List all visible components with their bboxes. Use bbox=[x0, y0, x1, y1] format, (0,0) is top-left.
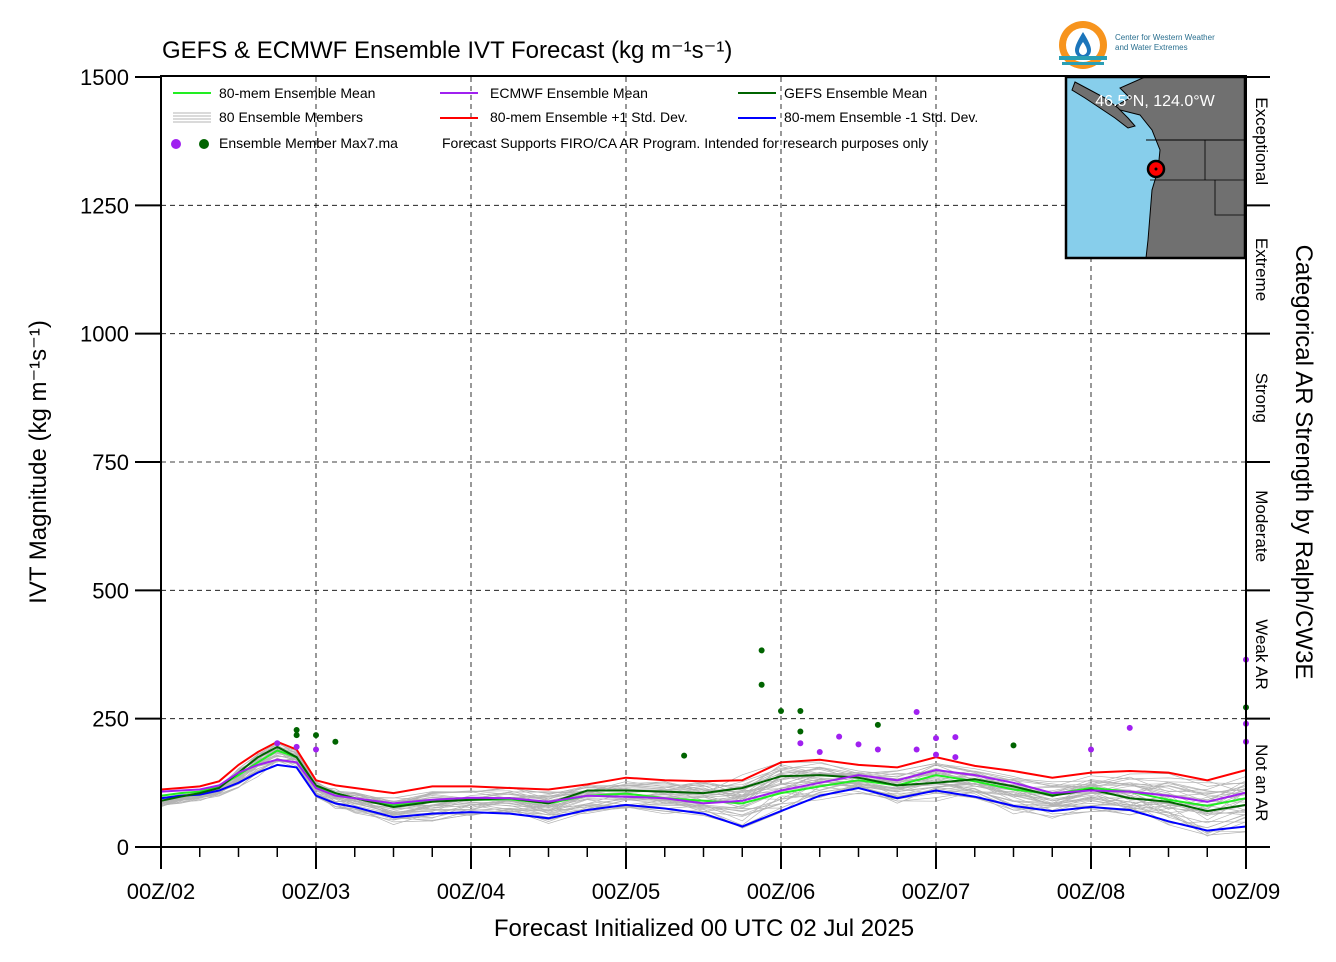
gefs-max7-point bbox=[778, 707, 784, 714]
legend-minus-std: 80-mem Ensemble -1 Std. Dev. bbox=[784, 109, 978, 125]
inset-land bbox=[1110, 76, 1246, 259]
gefs-max7-point bbox=[797, 728, 804, 735]
y-axis-label: IVT Magnitude (kg m⁻¹s⁻¹) bbox=[25, 320, 52, 604]
y-tick-label: 750 bbox=[92, 450, 129, 475]
legend-dot-gefs bbox=[199, 139, 209, 149]
legend-swatch-members bbox=[173, 112, 211, 123]
category-label: Moderate bbox=[1252, 490, 1271, 562]
ensemble-member-line bbox=[160, 760, 1247, 822]
y-tick-label: 1500 bbox=[80, 65, 129, 90]
y-tick-label: 1000 bbox=[80, 322, 129, 347]
x-tick-label: 00Z/09 bbox=[1212, 879, 1281, 904]
x-tick-label: 00Z/05 bbox=[592, 879, 661, 904]
ecmwf-max7-point bbox=[933, 735, 939, 742]
ensemble-member-line bbox=[160, 751, 1247, 821]
right-axis-label: Categorical AR Strength by Ralph/CW3E bbox=[1290, 245, 1317, 680]
legend-gefs-mean: GEFS Ensemble Mean bbox=[784, 85, 927, 101]
ensemble-member-line bbox=[160, 756, 1247, 817]
y-tick-label: 500 bbox=[92, 578, 129, 603]
legend: 80-mem Ensemble Mean 80 Ensemble Members… bbox=[171, 85, 978, 151]
ecmwf-max7-point bbox=[816, 749, 823, 756]
ensemble-member-line bbox=[160, 746, 1247, 810]
y-tick-label: 250 bbox=[92, 707, 129, 732]
ecmwf-max7-point bbox=[797, 740, 804, 747]
logo-wave-icon bbox=[1059, 56, 1107, 60]
category-label: Extreme bbox=[1252, 238, 1271, 301]
gefs-max7-point bbox=[758, 681, 765, 688]
gefs-max7-point bbox=[797, 707, 804, 714]
x-tick-label: 00Z/02 bbox=[127, 879, 196, 904]
ecmwf-max7-point bbox=[952, 754, 959, 761]
legend-members: 80 Ensemble Members bbox=[219, 109, 363, 125]
inset-vancouver-island bbox=[1071, 81, 1136, 129]
x-axis-label: Forecast Initialized 00 UTC 02 Jul 2025 bbox=[494, 915, 914, 942]
legend-max-dots: Ensemble Member Max7.ma bbox=[219, 135, 398, 151]
ecmwf-max7-point bbox=[313, 746, 319, 753]
gefs-max7-point bbox=[293, 726, 300, 733]
series-line-80-mem-ensemble-1-std-dev- bbox=[160, 740, 1247, 795]
gefs-max7-point bbox=[313, 732, 319, 739]
legend-note: Forecast Supports FIRO/CA AR Program. In… bbox=[442, 135, 928, 151]
x-axis: 00Z/02 00Z/03 00Z/04 00Z/05 00Z/06 00Z/07 00Z/… bbox=[127, 847, 1281, 904]
x-tick-label: 00Z/03 bbox=[282, 879, 351, 904]
ecmwf-max7-point bbox=[913, 708, 920, 715]
chart-title: GEFS & ECMWF Ensemble IVT Forecast (kg m… bbox=[162, 37, 732, 64]
x-tick-label: 00Z/08 bbox=[1057, 879, 1126, 904]
inset-map: 46.5°N, 124.0°W bbox=[1064, 75, 1247, 260]
ecmwf-max7-point bbox=[855, 741, 862, 748]
max7-points bbox=[274, 647, 1249, 761]
ecmwf-max7-point bbox=[874, 746, 881, 753]
gefs-max7-point bbox=[1010, 742, 1017, 749]
ecmwf-max7-point bbox=[1088, 746, 1094, 753]
cw3e-logo: Center for Western Weather and Water Ext… bbox=[1059, 21, 1215, 69]
legend-dot-ecmwf bbox=[171, 139, 181, 149]
gefs-max7-point bbox=[874, 721, 881, 728]
inset-state-borders bbox=[1150, 140, 1245, 216]
ecmwf-max7-point bbox=[952, 734, 959, 741]
x-tick-label: 00Z/06 bbox=[747, 879, 816, 904]
category-label: Weak AR bbox=[1252, 619, 1271, 690]
logo-line-2: and Water Extremes bbox=[1115, 43, 1188, 52]
legend-plus-std: 80-mem Ensemble +1 Std. Dev. bbox=[490, 109, 688, 125]
inset-location-label: 46.5°N, 124.0°W bbox=[1095, 93, 1215, 110]
gefs-max7-point bbox=[758, 647, 765, 654]
ecmwf-max7-point bbox=[293, 743, 300, 750]
series-line-gefs-ensemble-mean bbox=[160, 745, 1247, 813]
y-tick-label: 1250 bbox=[80, 193, 129, 218]
ecmwf-max7-point bbox=[1126, 724, 1133, 731]
x-tick-label: 00Z/04 bbox=[437, 879, 506, 904]
category-axis: Not an AR Weak AR Moderate Strong Extreme Exc… bbox=[1246, 76, 1271, 848]
series-line-80-mem-ensemble-1-std-dev- bbox=[160, 763, 1247, 832]
gefs-max7-point bbox=[332, 738, 339, 745]
gefs-max7-point bbox=[293, 732, 300, 739]
category-label: Strong bbox=[1252, 373, 1271, 423]
x-tick-label: 00Z/07 bbox=[902, 879, 971, 904]
series-lines bbox=[160, 740, 1247, 832]
gridlines bbox=[161, 77, 1246, 847]
ecmwf-max7-point bbox=[836, 733, 843, 740]
gefs-max7-point bbox=[681, 752, 688, 759]
legend-ecmwf-mean: ECMWF Ensemble Mean bbox=[490, 85, 648, 101]
logo-line-1: Center for Western Weather bbox=[1115, 33, 1215, 42]
ecmwf-max7-point bbox=[913, 746, 920, 753]
y-axis: 0 250 500 750 1000 1250 1500 bbox=[80, 65, 161, 860]
category-label: Not an AR bbox=[1252, 744, 1271, 822]
ecmwf-max7-point bbox=[274, 740, 281, 747]
y-tick-label: 0 bbox=[117, 835, 129, 860]
category-label: Exceptional bbox=[1252, 97, 1271, 185]
series-line-ecmwf-ensemble-mean bbox=[160, 758, 1247, 805]
legend-ens-mean: 80-mem Ensemble Mean bbox=[219, 85, 375, 101]
inset-frame bbox=[1064, 75, 1247, 260]
ecmwf-max7-point bbox=[933, 751, 939, 758]
